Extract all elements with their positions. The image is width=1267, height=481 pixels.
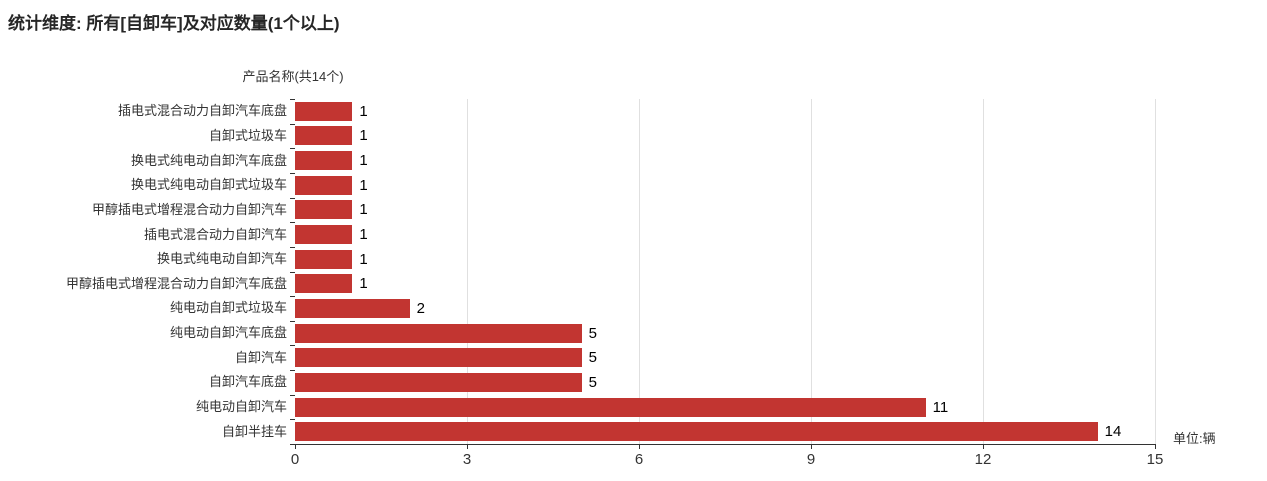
category-label: 甲醇插电式增程混合动力自卸汽车: [91, 201, 287, 217]
bar[interactable]: [295, 249, 353, 269]
bar[interactable]: [295, 323, 582, 343]
y-axis-tick: [290, 271, 295, 273]
bar-value-label: 11: [932, 398, 949, 416]
bar-value-label: 14: [1104, 423, 1122, 441]
x-tick-label: 6: [634, 451, 644, 468]
grid-line: [467, 99, 468, 444]
category-label: 换电式纯电动自卸式垃圾车: [130, 177, 287, 193]
y-axis-name: 产品名称(共14个): [242, 69, 344, 84]
bar-value-label: 1: [359, 102, 368, 120]
y-axis-tick: [290, 148, 295, 150]
x-axis-tick: [295, 444, 296, 449]
x-axis-tick: [467, 444, 468, 449]
x-tick-label: 9: [806, 451, 816, 468]
bar-value-label: 1: [359, 127, 368, 145]
bar-value-label: 1: [359, 176, 368, 194]
category-label: 自卸式垃圾车: [208, 127, 287, 143]
bar[interactable]: [295, 348, 582, 368]
bar[interactable]: [295, 422, 1098, 442]
bar[interactable]: [295, 372, 582, 392]
bar[interactable]: [295, 101, 353, 121]
x-tick-label: 12: [974, 451, 992, 468]
category-label: 插电式混合动力自卸汽车: [143, 226, 287, 242]
y-axis-tick: [290, 172, 295, 174]
x-axis-tick: [811, 444, 812, 449]
grid-line: [811, 99, 812, 444]
category-label: 纯电动自卸汽车底盘: [169, 325, 287, 341]
category-label: 自卸汽车底盘: [208, 374, 287, 390]
category-label: 纯电动自卸汽车: [195, 399, 287, 415]
x-tick-label: 0: [290, 451, 300, 468]
bar[interactable]: [295, 151, 353, 171]
unit-label: 单位:辆: [1173, 431, 1216, 446]
x-axis-line: [295, 444, 1156, 445]
bar[interactable]: [295, 126, 353, 146]
category-label: 自卸汽车: [234, 349, 287, 365]
bar-value-label: 1: [359, 226, 368, 244]
y-axis-tick: [290, 222, 295, 224]
y-axis-tick: [290, 197, 295, 199]
bar-value-label: 1: [359, 250, 368, 268]
grid-line: [983, 99, 984, 444]
category-label: 纯电动自卸式垃圾车: [169, 300, 287, 316]
y-axis-tick: [290, 419, 295, 421]
y-axis-tick: [290, 296, 295, 298]
x-tick-label: 3: [462, 451, 472, 468]
y-axis-tick: [290, 370, 295, 372]
bar-value-label: 1: [359, 152, 368, 170]
x-axis-tick: [639, 444, 640, 449]
x-axis-tick: [983, 444, 984, 449]
chart-title: 统计维度: 所有[自卸车]及对应数量(1个以上): [8, 14, 340, 33]
y-axis-tick: [290, 123, 295, 125]
bar-value-label: 5: [588, 324, 597, 342]
category-label: 换电式纯电动自卸汽车: [156, 251, 287, 267]
bar[interactable]: [295, 225, 353, 245]
category-label: 插电式混合动力自卸汽车底盘: [117, 103, 287, 119]
y-axis-tick: [290, 444, 295, 445]
bar[interactable]: [295, 274, 353, 294]
x-tick-label: 15: [1146, 451, 1164, 468]
x-axis-tick: [1155, 444, 1156, 449]
y-axis-tick: [290, 394, 295, 396]
y-axis-tick: [290, 345, 295, 347]
bar[interactable]: [295, 175, 353, 195]
category-label: 自卸半挂车: [221, 423, 287, 439]
bar-value-label: 2: [416, 299, 425, 317]
bar[interactable]: [295, 397, 926, 417]
category-label: 换电式纯电动自卸汽车底盘: [130, 152, 287, 168]
grid-line: [1155, 99, 1156, 444]
bar-value-label: 1: [359, 275, 368, 293]
y-axis-tick: [290, 99, 295, 100]
bar-value-label: 1: [359, 201, 368, 219]
bar[interactable]: [295, 298, 410, 318]
bar-value-label: 5: [588, 373, 597, 391]
category-label: 甲醇插电式增程混合动力自卸汽车底盘: [65, 275, 287, 291]
y-axis-tick: [290, 246, 295, 248]
bar-value-label: 5: [588, 349, 597, 367]
bar[interactable]: [295, 200, 353, 220]
y-axis-tick: [290, 320, 295, 322]
grid-line: [639, 99, 640, 444]
